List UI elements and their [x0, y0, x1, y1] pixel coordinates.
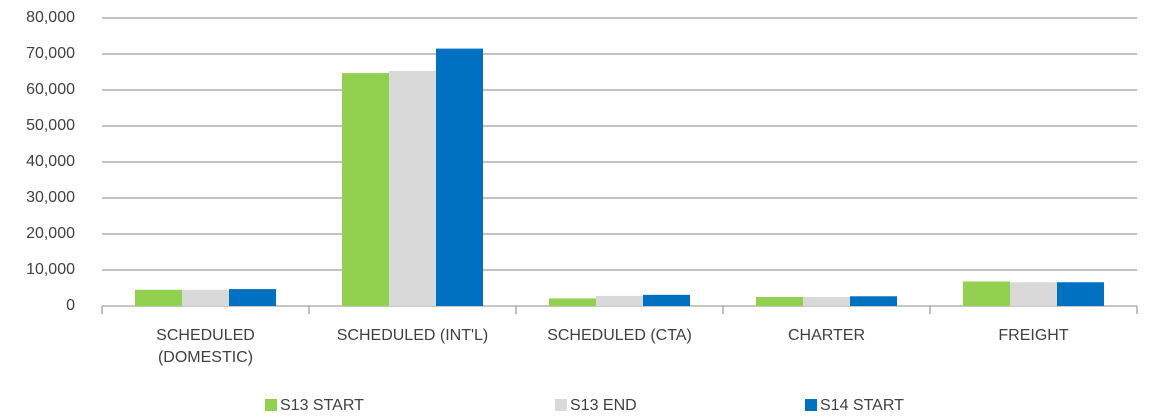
bar: [182, 289, 229, 306]
x-tick-label: CHARTER: [787, 327, 866, 344]
legend-label: S13 END: [570, 397, 637, 414]
bar: [436, 48, 483, 306]
legend-swatch: [555, 399, 567, 411]
y-tick-label: 80,000: [26, 9, 75, 26]
legend-label: S13 START: [280, 397, 364, 414]
bar: [389, 70, 436, 306]
x-tick-label: SCHEDULED (CTA): [547, 327, 692, 344]
bar: [643, 294, 690, 306]
x-tick-label: SCHEDULED (INT'L): [336, 327, 489, 344]
y-tick-label: 40,000: [26, 153, 75, 170]
bar: [229, 289, 276, 306]
bar: [596, 295, 643, 306]
y-tick-label: 70,000: [26, 45, 75, 62]
y-tick-label: 50,000: [26, 117, 75, 134]
bar: [963, 281, 1010, 306]
y-tick-label: 30,000: [26, 189, 75, 206]
x-tick-label: FREIGHT: [998, 327, 1069, 344]
bar: [803, 297, 850, 306]
legend-label: S14 START: [820, 397, 904, 414]
legend-swatch: [265, 399, 277, 411]
y-tick-label: 60,000: [26, 81, 75, 98]
y-tick-label: 0: [66, 297, 75, 314]
y-tick-label: 20,000: [26, 225, 75, 242]
y-tick-label: 10,000: [26, 261, 75, 278]
x-tick-label: SCHEDULED (DOMESTIC): [156, 327, 255, 366]
bar: [1057, 282, 1104, 306]
bar: [549, 298, 596, 306]
bar: [342, 73, 389, 306]
bar: [135, 289, 182, 306]
bar: [756, 297, 803, 306]
bar: [1010, 282, 1057, 306]
legend-swatch: [805, 399, 817, 411]
bar: [850, 296, 897, 306]
